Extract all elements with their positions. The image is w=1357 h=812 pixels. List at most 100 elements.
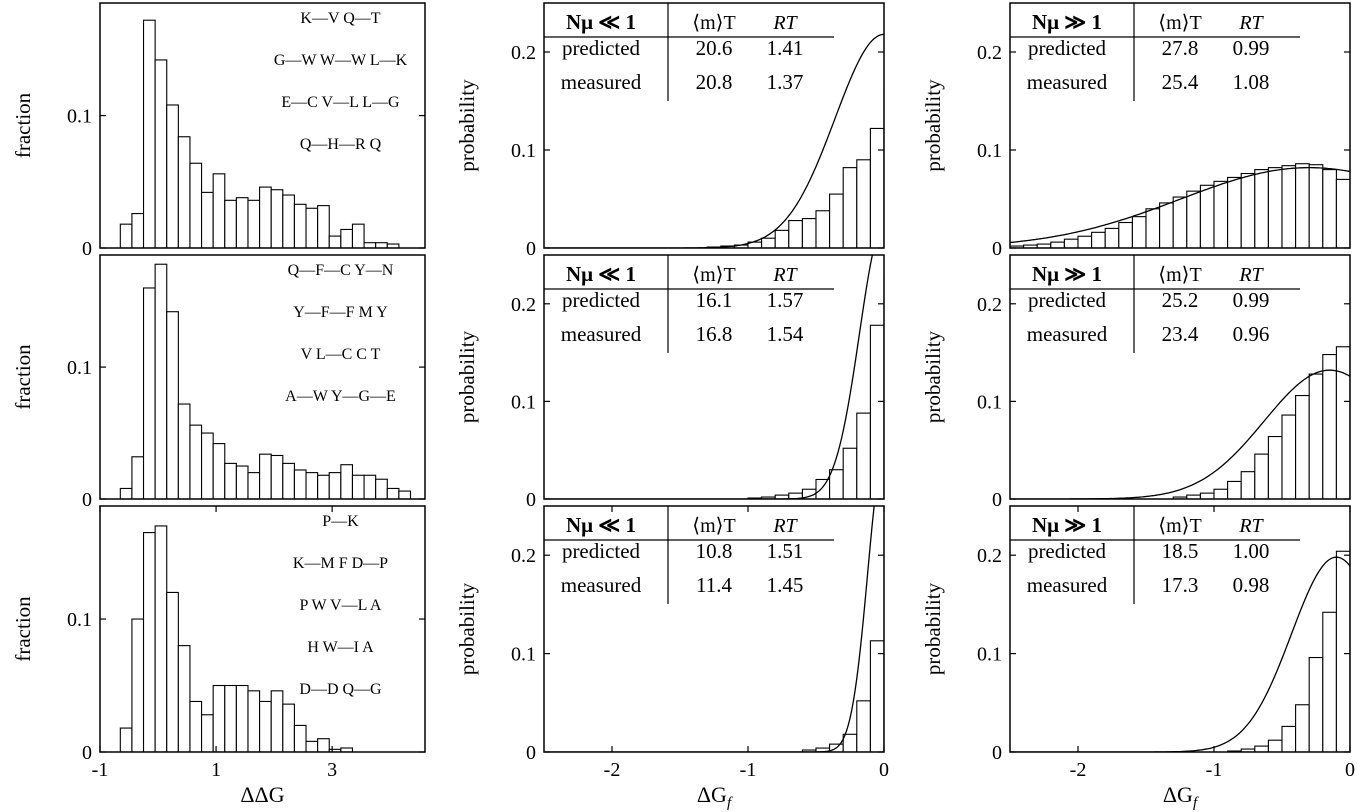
histogram-bar xyxy=(142,19,156,248)
table-mean-predicted: 18.5 xyxy=(1162,539,1199,563)
y-tick-label: 0.2 xyxy=(977,294,1002,316)
y-tick-label: 0.2 xyxy=(511,42,536,64)
histogram-bar xyxy=(293,203,307,248)
histogram-bar xyxy=(363,474,377,499)
table-label-predicted: predicted xyxy=(1028,36,1107,60)
y-tick-label: 0 xyxy=(992,489,1002,511)
table-header-condition: Nμ ≫ 1 xyxy=(1032,10,1102,34)
y-tick-label: 0.1 xyxy=(511,391,536,413)
axes-frame xyxy=(1009,505,1351,753)
table-ratio-predicted: 0.99 xyxy=(1233,288,1270,312)
y-tick-label: 0.2 xyxy=(511,545,536,567)
histogram-bar xyxy=(869,324,884,499)
table-mean-predicted: 27.8 xyxy=(1162,36,1199,60)
histogram-bar xyxy=(856,412,871,499)
histogram-bar xyxy=(1131,216,1147,248)
histogram-bar xyxy=(1159,202,1174,248)
y-tick-label: 0 xyxy=(82,489,92,511)
histogram-bar xyxy=(142,287,156,499)
table-header-mean: ⟨m⟩T xyxy=(692,12,735,34)
histogram-bar xyxy=(1104,227,1120,248)
table-header-condition: Nμ ≪ 1 xyxy=(566,10,636,34)
sequence-row: D—D Q—G xyxy=(299,681,382,698)
table-header-condition: Nμ ≫ 1 xyxy=(1032,513,1102,537)
histogram-bar xyxy=(119,223,133,248)
sequence-row: V L—C C T xyxy=(301,346,381,363)
table-ratio-measured: 1.54 xyxy=(767,322,804,346)
histogram-bar xyxy=(1308,656,1324,752)
table-mean-measured: 11.4 xyxy=(696,573,732,597)
histogram-bar xyxy=(842,167,858,248)
histogram-bar xyxy=(166,311,179,499)
sequence-row: Y—F—F M Y xyxy=(293,304,388,321)
y-tick-label: 0.1 xyxy=(67,609,92,631)
axes-frame xyxy=(99,2,426,249)
stats-table: Nμ ≪ 1 ⟨m⟩T RT predicted 10.8 1.51 measured 11.… xyxy=(544,506,834,604)
histogram-bar xyxy=(1322,169,1337,248)
histogram-bar xyxy=(1199,184,1215,248)
histogram-bar xyxy=(1227,176,1242,248)
histogram-bar xyxy=(1240,172,1256,248)
histogram-bar xyxy=(1322,354,1337,499)
y-tick-label: 0 xyxy=(526,238,536,260)
x-tick-label: -1 xyxy=(740,759,757,781)
histogram-bar xyxy=(235,465,249,499)
fit-curve xyxy=(544,506,875,752)
histogram-bar xyxy=(801,218,817,248)
y-axis-label: probability xyxy=(921,79,945,172)
histogram-bar xyxy=(375,242,388,248)
histogram-bar xyxy=(317,738,330,752)
histogram-bar xyxy=(328,235,342,248)
histogram-bar xyxy=(305,740,319,752)
histogram-bar xyxy=(883,273,884,499)
histogram-bar xyxy=(189,424,203,499)
histogram-bar xyxy=(154,59,168,248)
histogram-bar xyxy=(1145,208,1161,248)
histogram-bar xyxy=(869,127,884,248)
sequence-row: Q—F—C Y—N xyxy=(288,262,394,279)
histogram-bar xyxy=(212,443,226,499)
table-label-measured: measured xyxy=(1027,70,1108,94)
stats-table: Nμ ≫ 1 ⟨m⟩T RT predicted 18.5 1.00 measured 17.… xyxy=(1010,506,1300,604)
histogram-bar xyxy=(1335,178,1350,248)
histogram-bar xyxy=(351,474,365,499)
histogram-bar xyxy=(305,472,319,499)
histogram-bar xyxy=(328,472,342,499)
histogram-bar xyxy=(317,474,330,499)
axes-frame xyxy=(543,505,885,753)
x-tick-label: 0 xyxy=(879,759,889,781)
y-tick-label: 0 xyxy=(526,489,536,511)
x-tick-label: -1 xyxy=(92,759,109,781)
table-label-predicted: predicted xyxy=(562,36,641,60)
histogram-bar xyxy=(1050,241,1065,248)
sequence-row: Q—H—R Q xyxy=(300,136,382,153)
plot-area xyxy=(1010,506,1350,752)
stats-table: Nμ ≫ 1 ⟨m⟩T RT predicted 27.8 0.99 measured 25.… xyxy=(1010,3,1300,101)
table-ratio-predicted: 1.51 xyxy=(767,539,804,563)
stats-table: Nμ ≪ 1 ⟨m⟩T RT predicted 16.1 1.57 measured 16.… xyxy=(544,255,834,353)
y-tick-label: 0.1 xyxy=(511,644,536,666)
axes-frame xyxy=(543,2,885,249)
histogram-bar xyxy=(293,469,307,499)
histogram-bar xyxy=(1267,167,1283,248)
table-mean-measured: 20.8 xyxy=(696,70,733,94)
table-ratio-measured: 0.96 xyxy=(1233,322,1270,346)
histogram-bar xyxy=(815,210,831,248)
plot-area xyxy=(119,263,412,499)
histogram-bar xyxy=(224,199,237,248)
y-tick-label: 0.1 xyxy=(977,140,1002,162)
histogram-bar xyxy=(119,487,133,499)
y-tick-label: 0 xyxy=(992,742,1002,764)
histogram-bar xyxy=(898,226,912,499)
histogram-bar xyxy=(386,487,400,499)
axes-frame xyxy=(1009,254,1351,500)
panel-row1-high-mutation: 0 0.1 0.2 probability Nμ ≫ 1 ⟨m⟩T RT predicted 2… xyxy=(921,2,1351,260)
histogram-bar xyxy=(1254,745,1269,752)
axes-frame xyxy=(99,505,426,753)
histogram-bar xyxy=(351,223,365,248)
histogram-bar xyxy=(1335,346,1350,499)
histogram-bar xyxy=(774,229,790,248)
histogram-bar xyxy=(154,525,168,752)
sequence-row: P—K xyxy=(322,513,359,530)
